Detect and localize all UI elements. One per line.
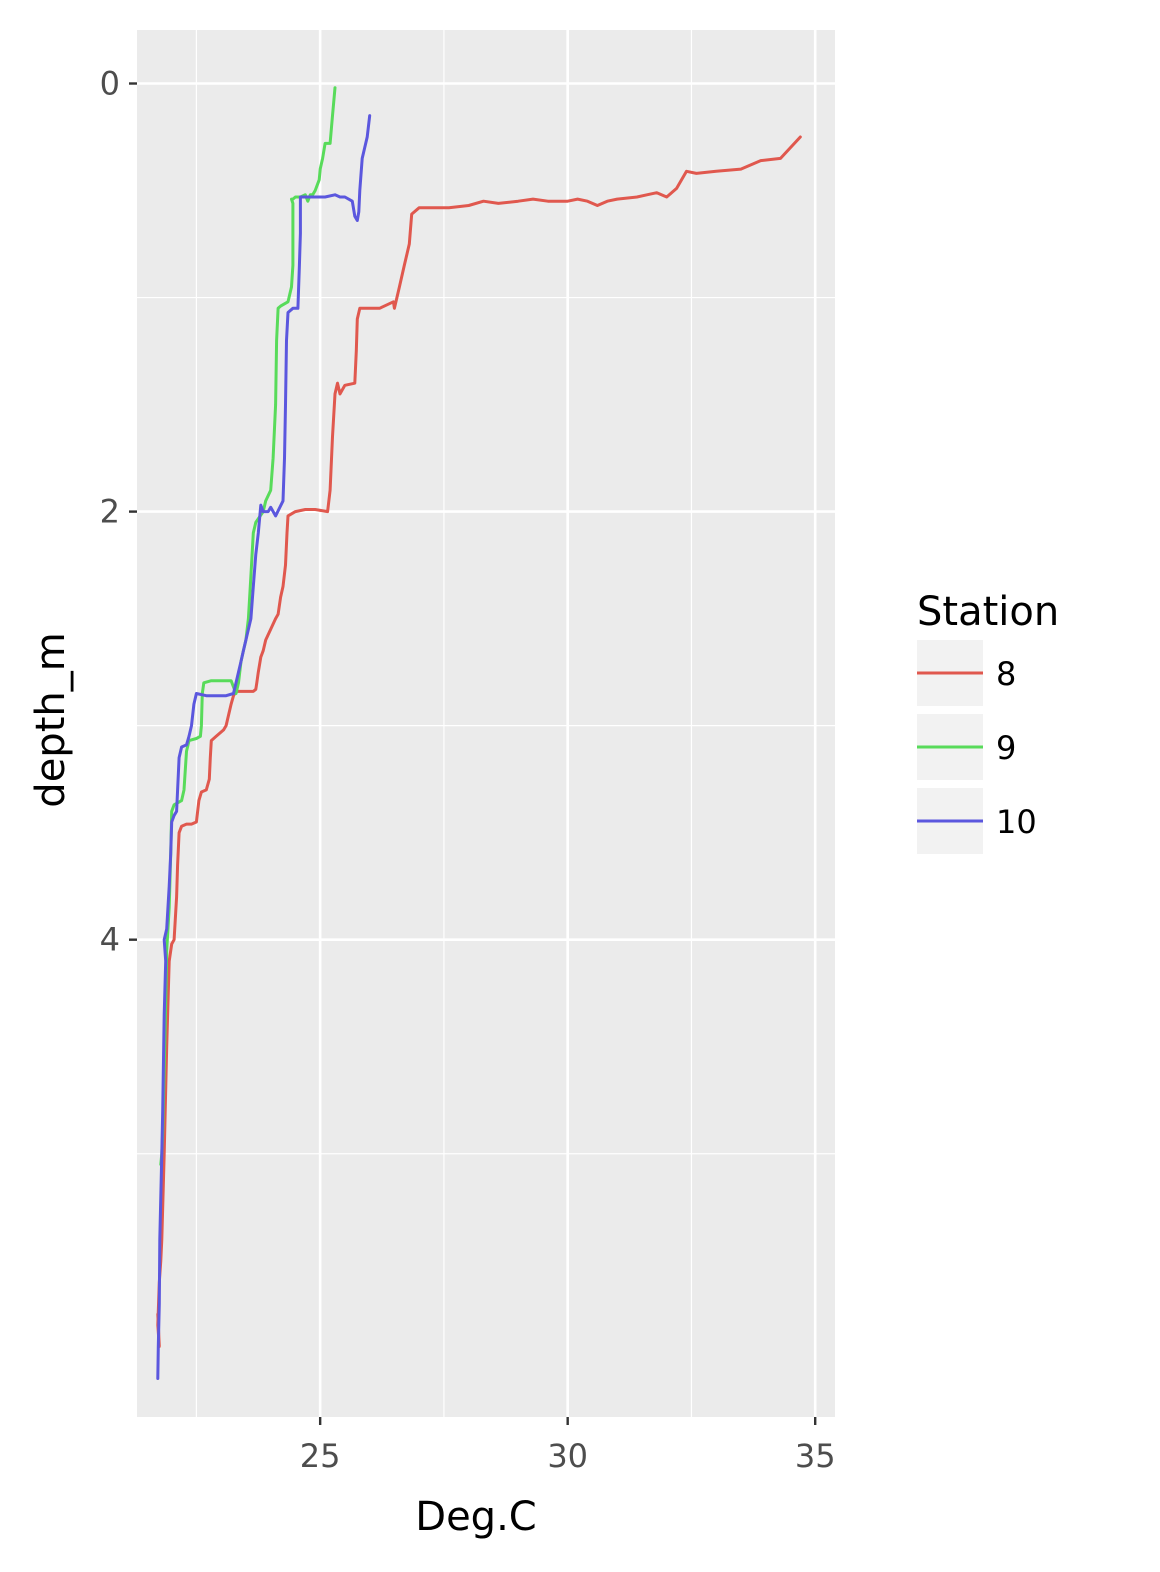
legend-title: Station — [917, 589, 1059, 635]
legend-label-9: 9 — [996, 729, 1016, 767]
legend-label-10: 10 — [996, 803, 1037, 841]
legend: Station 8 9 10 — [917, 589, 1059, 854]
x-tick-label: 35 — [795, 1437, 836, 1475]
x-tick-label: 25 — [300, 1437, 341, 1475]
grid-major — [137, 30, 835, 1417]
legend-items: 8 9 10 — [917, 640, 1037, 854]
x-axis-title: Deg.C — [415, 1494, 536, 1540]
series-line-8 — [156, 135, 802, 1348]
series-layer — [156, 86, 802, 1380]
y-tick-label: 0 — [100, 65, 120, 103]
x-axis: 25 30 35 — [300, 1417, 836, 1475]
grid-minor — [137, 30, 835, 1417]
y-axis: 0 2 4 — [100, 65, 137, 959]
series-line-10 — [156, 114, 372, 1380]
y-axis-title: depth_m — [28, 632, 74, 807]
y-tick-label: 4 — [100, 921, 120, 959]
y-tick-label: 2 — [100, 493, 120, 531]
plot-panel — [137, 30, 835, 1417]
legend-label-8: 8 — [996, 655, 1016, 693]
x-tick-label: 30 — [547, 1437, 588, 1475]
series-line-9 — [159, 86, 337, 1166]
